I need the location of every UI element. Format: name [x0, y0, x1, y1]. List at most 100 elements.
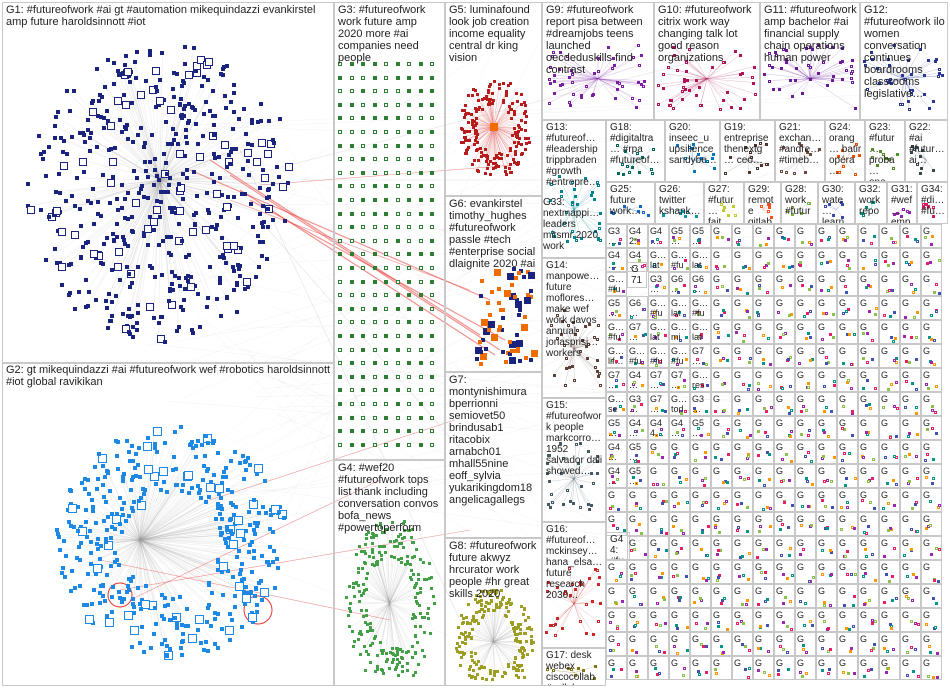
graph-node[interactable] [113, 294, 118, 299]
graph-node[interactable] [936, 74, 940, 78]
graph-node[interactable] [861, 239, 865, 243]
graph-node[interactable] [809, 78, 813, 82]
graph-node[interactable] [277, 116, 282, 121]
graph-node[interactable] [103, 500, 108, 505]
graph-node[interactable] [528, 357, 533, 362]
graph-node[interactable] [132, 168, 137, 173]
graph-node[interactable] [518, 631, 522, 635]
graph-node[interactable] [787, 405, 791, 409]
graph-node[interactable] [373, 669, 377, 673]
graph-node[interactable] [662, 482, 666, 486]
graph-node[interactable] [174, 622, 179, 627]
graph-node[interactable] [184, 128, 189, 133]
graph-node[interactable] [516, 663, 520, 667]
graph-node[interactable] [243, 287, 248, 292]
graph-node[interactable] [789, 313, 793, 317]
graph-node[interactable] [397, 558, 401, 562]
graph-node[interactable] [471, 628, 475, 632]
graph-node[interactable] [706, 577, 710, 581]
graph-node[interactable] [384, 415, 388, 420]
graph-node[interactable] [596, 237, 600, 241]
graph-node[interactable] [465, 139, 469, 143]
graph-node[interactable] [104, 108, 109, 113]
graph-node[interactable] [356, 567, 360, 571]
graph-node[interactable] [908, 452, 912, 456]
graph-node[interactable] [831, 313, 835, 317]
graph-node[interactable] [661, 86, 665, 90]
graph-node[interactable] [88, 131, 93, 136]
graph-node[interactable] [682, 313, 686, 317]
graph-node[interactable] [517, 124, 521, 128]
graph-node[interactable] [769, 405, 773, 409]
graph-node[interactable] [822, 311, 826, 315]
graph-node[interactable] [840, 528, 844, 532]
graph-node[interactable] [547, 453, 551, 457]
graph-node[interactable] [887, 80, 891, 84]
graph-node[interactable] [486, 601, 490, 605]
graph-node[interactable] [523, 606, 526, 610]
graph-node[interactable] [187, 101, 192, 106]
graph-node[interactable] [809, 242, 813, 246]
graph-node[interactable] [611, 358, 615, 362]
graph-node[interactable] [463, 151, 467, 155]
graph-node[interactable] [190, 485, 195, 490]
graph-node[interactable] [865, 431, 869, 435]
graph-node[interactable] [338, 116, 342, 121]
graph-node[interactable] [358, 629, 362, 633]
graph-node[interactable] [824, 204, 828, 208]
graph-node[interactable] [361, 429, 365, 434]
graph-node[interactable] [578, 583, 582, 587]
graph-node[interactable] [904, 260, 908, 264]
graph-node[interactable] [700, 156, 704, 160]
graph-node[interactable] [830, 45, 834, 49]
graph-node[interactable] [494, 602, 498, 606]
graph-node[interactable] [497, 83, 501, 87]
graph-node[interactable] [231, 91, 236, 96]
graph-node[interactable] [756, 167, 760, 171]
graph-node[interactable] [875, 164, 879, 168]
graph-node[interactable] [516, 667, 520, 671]
graph-node[interactable] [108, 147, 113, 152]
graph-node[interactable] [119, 600, 124, 605]
graph-node[interactable] [517, 136, 521, 140]
graph-node[interactable] [219, 531, 224, 536]
graph-node[interactable] [481, 319, 489, 327]
graph-node[interactable] [662, 286, 666, 290]
graph-node[interactable] [398, 533, 402, 537]
graph-node[interactable] [265, 188, 270, 193]
graph-node[interactable] [477, 98, 481, 102]
graph-node[interactable] [747, 455, 751, 459]
graph-node[interactable] [618, 238, 622, 242]
graph-node[interactable] [161, 97, 166, 102]
graph-node[interactable] [395, 402, 400, 406]
graph-node[interactable] [363, 589, 367, 593]
graph-node[interactable] [931, 235, 935, 239]
graph-node[interactable] [804, 336, 808, 340]
graph-node[interactable] [765, 435, 769, 439]
graph-node[interactable] [134, 452, 139, 457]
graph-node[interactable] [127, 458, 132, 463]
graph-node[interactable] [207, 108, 212, 113]
graph-node[interactable] [409, 536, 413, 540]
graph-node[interactable] [132, 465, 137, 470]
graph-node[interactable] [779, 528, 783, 532]
graph-node[interactable] [407, 266, 411, 270]
graph-node[interactable] [167, 647, 172, 652]
graph-node[interactable] [825, 311, 829, 315]
graph-node[interactable] [141, 600, 151, 610]
graph-node[interactable] [113, 550, 118, 555]
graph-node[interactable] [488, 97, 492, 101]
graph-node[interactable] [501, 349, 506, 354]
graph-node[interactable] [494, 165, 498, 169]
graph-node[interactable] [252, 556, 257, 561]
graph-node[interactable] [810, 48, 814, 52]
graph-node[interactable] [171, 126, 176, 131]
graph-node[interactable] [462, 131, 466, 135]
graph-node[interactable] [151, 66, 160, 75]
graph-node[interactable] [934, 309, 938, 313]
graph-node[interactable] [910, 90, 914, 94]
graph-node[interactable] [911, 290, 915, 294]
graph-node[interactable] [483, 96, 487, 100]
graph-node[interactable] [698, 265, 702, 269]
graph-node[interactable] [239, 578, 244, 583]
